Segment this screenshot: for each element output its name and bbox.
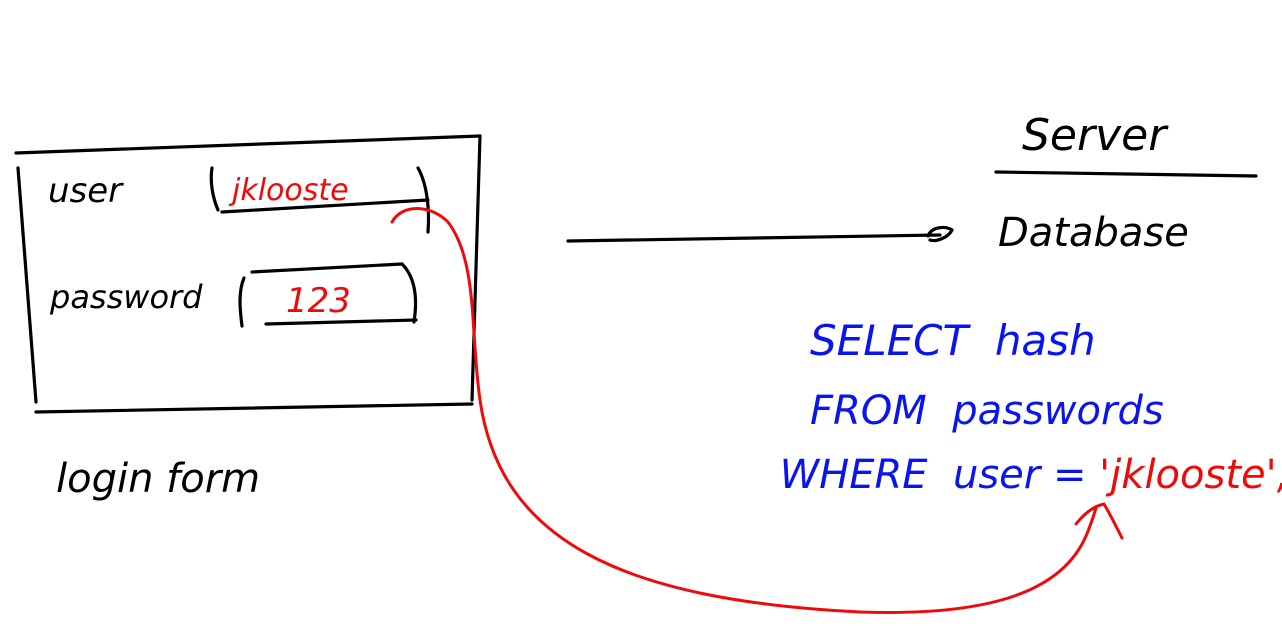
sql-line-select: SELECT hash bbox=[810, 316, 1096, 365]
password-field bbox=[238, 262, 418, 328]
login-form-box bbox=[14, 134, 482, 414]
connection-line bbox=[566, 225, 954, 243]
user-field bbox=[209, 166, 431, 234]
sql-line-where: WHERE user = 'jklooste'; bbox=[716, 452, 1282, 498]
server-title: Server bbox=[1022, 110, 1169, 161]
injection-arrow bbox=[390, 207, 1124, 614]
sql-where-suffix: ; bbox=[1277, 452, 1282, 498]
user-label: user bbox=[48, 171, 124, 211]
password-field-value: 123 bbox=[286, 281, 351, 321]
sql-line-from: FROM passwords bbox=[810, 388, 1164, 434]
server-divider bbox=[994, 170, 1258, 178]
login-form-caption: login form bbox=[56, 456, 260, 502]
sql-where-value: 'jklooste' bbox=[1099, 452, 1276, 498]
sql-where-prefix: WHERE user = bbox=[780, 452, 1100, 498]
password-label: password bbox=[49, 278, 203, 316]
user-field-value: jklooste bbox=[228, 173, 349, 208]
database-label: Database bbox=[998, 210, 1189, 256]
